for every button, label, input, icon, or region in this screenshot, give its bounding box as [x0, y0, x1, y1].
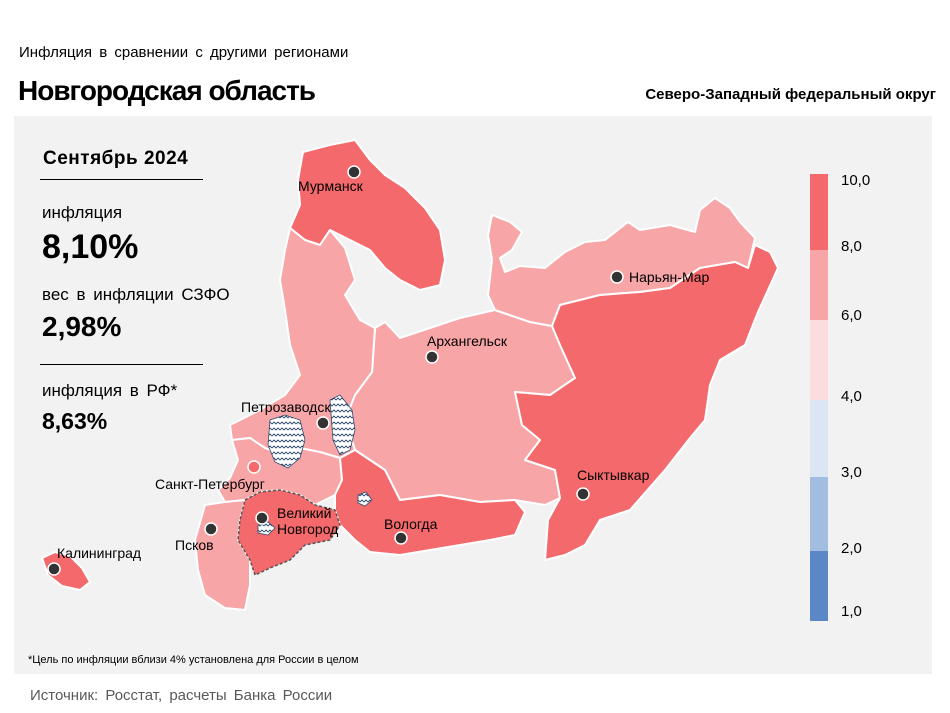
federal-district-label: Северо-Западный федеральный округ	[645, 86, 936, 103]
city-label-kaliningrad: Калининград	[57, 545, 141, 561]
region-kaliningrad[interactable]	[41, 551, 91, 591]
city-marker-petrozavodsk	[316, 416, 330, 430]
legend-swatch-3-4	[810, 400, 828, 477]
city-label-spb: Санкт-Петербург	[155, 476, 265, 492]
city-label-novgorod-line2: Новгород	[277, 521, 338, 537]
city-marker-naryan-mar	[610, 270, 624, 284]
legend-tick-4: 4,0	[841, 388, 862, 405]
city-label-arkhangelsk: Архангельск	[427, 333, 508, 349]
weight-label: вес в инфляции СЗФО	[42, 285, 230, 304]
inflation-label: инфляция	[42, 203, 123, 222]
city-marker-pskov	[204, 522, 218, 536]
lake-ladoga	[267, 414, 306, 469]
region-novgorod[interactable]	[237, 489, 341, 576]
legend-swatch-1-2	[810, 551, 828, 621]
city-marker-syktyvkar	[576, 487, 590, 501]
city-marker-vologda	[394, 531, 408, 545]
divider-bottom	[40, 364, 203, 365]
city-marker-arkhangelsk	[425, 350, 439, 364]
city-marker-murmansk	[347, 165, 361, 179]
city-label-naryan-mar: Нарьян-Мар	[629, 269, 710, 285]
legend-tick-3: 3,0	[841, 464, 862, 481]
city-marker-novgorod	[255, 511, 269, 525]
city-label-murmansk: Мурманск	[298, 178, 364, 194]
legend-tick-6: 6,0	[841, 307, 862, 324]
rf-inflation-label: инфляция в РФ*	[42, 381, 178, 400]
legend-swatch-8-10	[810, 174, 828, 250]
divider-top	[40, 179, 203, 180]
city-label-vologda: Вологда	[384, 516, 438, 532]
legend-tick-8: 8,0	[841, 238, 862, 255]
weight-value: 2,98%	[42, 311, 122, 342]
city-marker-spb	[247, 460, 261, 474]
legend-swatch-2-3	[810, 477, 828, 551]
legend-swatch-4-6	[810, 320, 828, 400]
city-marker-kaliningrad	[47, 562, 61, 576]
city-label-petrozavodsk: Петрозаводск	[241, 399, 331, 415]
legend-tick-10: 10,0	[841, 172, 871, 189]
lake-beloye	[357, 491, 373, 507]
rf-inflation-value: 8,63%	[42, 408, 108, 434]
source-note: Источник: Росстат, расчеты Банка России	[30, 687, 333, 704]
period-label: Сентябрь 2024	[43, 148, 189, 169]
region-title: Новгородская область	[18, 75, 316, 106]
city-label-syktyvkar: Сыктывкар	[577, 467, 650, 483]
region-nenets[interactable]	[487, 197, 756, 327]
city-label-pskov: Псков	[175, 537, 214, 553]
chart-subtitle: Инфляция в сравнении с другими регионами	[19, 44, 349, 61]
legend-tick-1: 1,0	[841, 603, 862, 620]
region-komi[interactable]	[514, 244, 779, 561]
legend-tick-2: 2,0	[841, 540, 862, 557]
lake-onega	[329, 394, 356, 456]
legend-swatch-6-8	[810, 250, 828, 320]
footnote: *Цель по инфляции вблизи 4% установлена …	[28, 654, 359, 666]
inflation-value: 8,10%	[42, 228, 139, 266]
city-label-novgorod-line1: Великий	[277, 505, 331, 521]
region-vologda[interactable]	[334, 449, 526, 556]
